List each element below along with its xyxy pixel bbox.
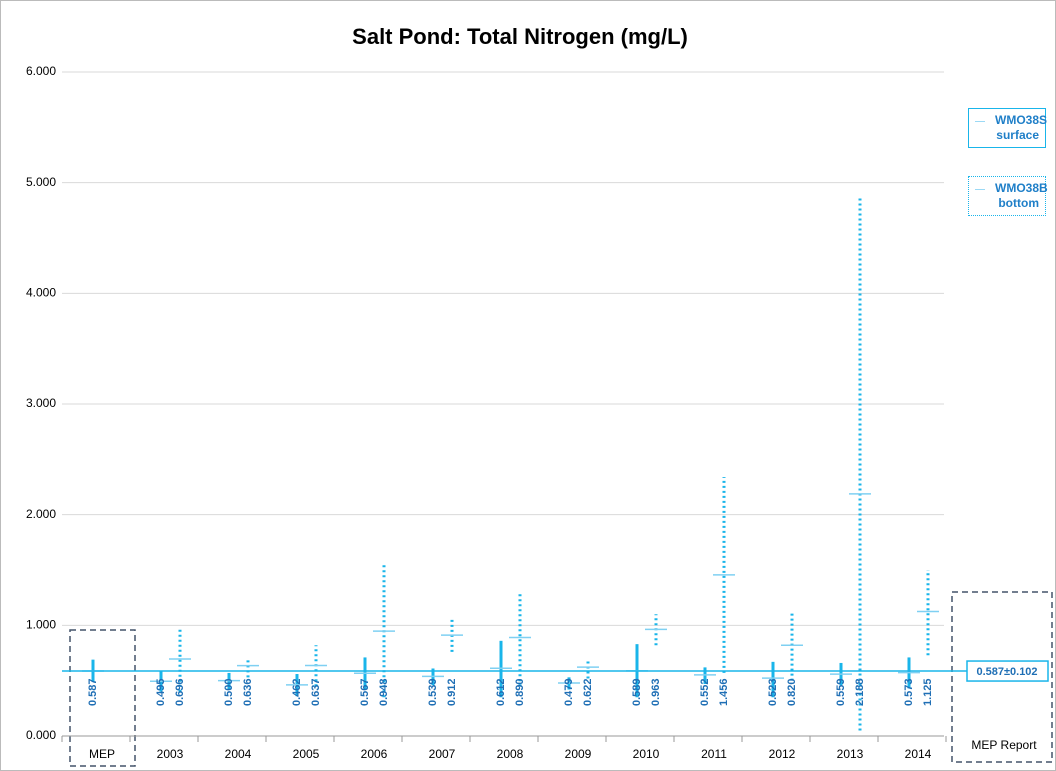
value-label: 0.462 bbox=[291, 678, 303, 706]
value-label: 0.587 bbox=[87, 678, 99, 706]
value-label: 0.500 bbox=[223, 678, 235, 706]
value-label: 0.948 bbox=[378, 678, 390, 706]
x-tick-label: 2012 bbox=[769, 747, 796, 761]
chart-title: Salt Pond: Total Nitrogen (mg/L) bbox=[352, 24, 688, 49]
legend-label: WMO38B bottom bbox=[995, 181, 1048, 210]
y-tick-label: 0.000 bbox=[26, 728, 56, 742]
x-tick-label: 2013 bbox=[837, 747, 864, 761]
x-tick-label: 2014 bbox=[905, 747, 932, 761]
value-label: 0.479 bbox=[563, 678, 575, 706]
x-tick-label: 2007 bbox=[429, 747, 456, 761]
value-label: 0.912 bbox=[446, 678, 458, 706]
y-tick-label: 5.000 bbox=[26, 175, 56, 189]
y-tick-label: 6.000 bbox=[26, 64, 56, 78]
x-tick-label: 2008 bbox=[497, 747, 524, 761]
value-label: 1.125 bbox=[922, 678, 934, 706]
x-tick-label: 2010 bbox=[633, 747, 660, 761]
value-label: 0.573 bbox=[903, 678, 915, 706]
value-label: 0.567 bbox=[359, 678, 371, 706]
value-label: 0.552 bbox=[699, 678, 711, 706]
x-tick-label: 2006 bbox=[361, 747, 388, 761]
x-tick-label: 2005 bbox=[293, 747, 320, 761]
mep-box bbox=[69, 629, 136, 767]
value-label: 0.637 bbox=[310, 678, 322, 706]
x-tick-label: 2003 bbox=[157, 747, 184, 761]
value-label: 0.963 bbox=[650, 678, 662, 706]
x-tick-label: 2011 bbox=[701, 747, 727, 761]
annotation: MEP Report bbox=[971, 738, 1037, 752]
value-label: 0.622 bbox=[582, 678, 594, 706]
value-label: 0.559 bbox=[835, 678, 847, 706]
reference-label: 0.587±0.102 bbox=[976, 666, 1037, 678]
y-tick-label: 2.000 bbox=[26, 507, 56, 521]
value-label: 0.890 bbox=[514, 678, 526, 706]
value-label: 2.188 bbox=[854, 678, 866, 706]
x-tick-label: 2009 bbox=[565, 747, 592, 761]
value-label: 0.539 bbox=[427, 678, 439, 706]
x-tick-label: 2004 bbox=[225, 747, 252, 761]
value-label: 0.495 bbox=[155, 678, 167, 706]
report-box bbox=[951, 591, 1053, 763]
y-tick-label: 1.000 bbox=[26, 618, 56, 632]
value-label: 0.636 bbox=[242, 678, 254, 706]
y-tick-label: 3.000 bbox=[26, 396, 56, 410]
value-label: 0.589 bbox=[631, 678, 643, 706]
value-label: 0.612 bbox=[495, 678, 507, 706]
value-label: 0.820 bbox=[786, 678, 798, 706]
value-label: 0.696 bbox=[174, 678, 186, 706]
legend-item: WMO38B bottom bbox=[968, 176, 1048, 216]
value-label: 0.523 bbox=[767, 678, 779, 706]
legend-label: WMO38S surface bbox=[995, 113, 1048, 142]
reference-box bbox=[966, 660, 1049, 682]
y-tick-label: 4.000 bbox=[26, 286, 56, 300]
x-tick-label: MEP bbox=[89, 747, 115, 761]
value-label: 1.456 bbox=[718, 678, 730, 706]
legend-item: WMO38S surface bbox=[968, 108, 1048, 148]
